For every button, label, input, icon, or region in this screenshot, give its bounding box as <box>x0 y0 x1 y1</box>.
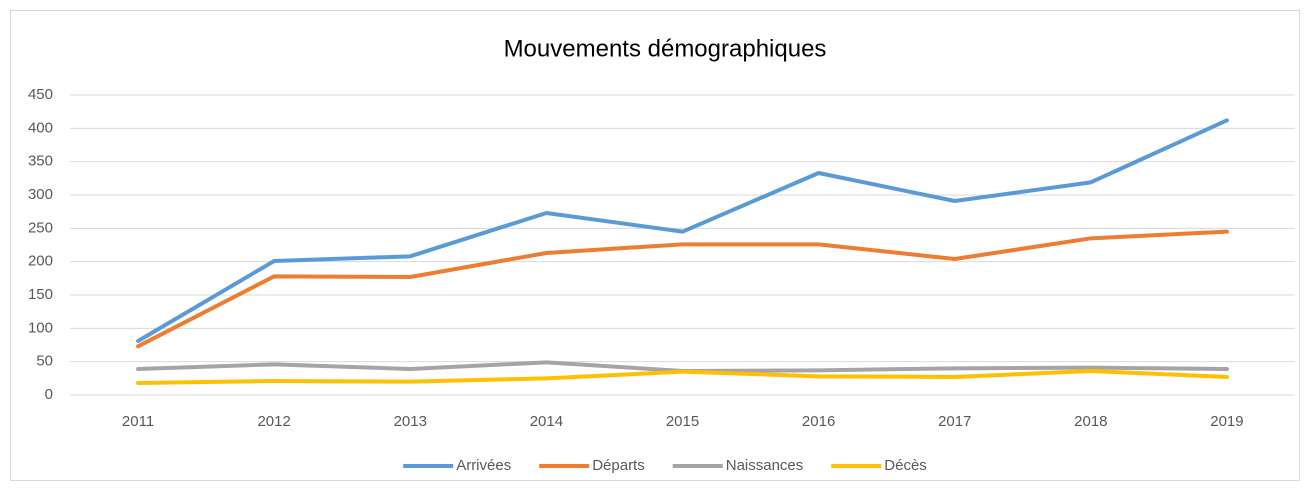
y-tick-label: 50 <box>36 353 53 370</box>
y-tick-label: 350 <box>28 153 53 170</box>
legend-label: Arrivées <box>456 457 511 474</box>
y-tick-label: 250 <box>28 219 53 236</box>
x-tick-label: 2019 <box>1210 413 1243 430</box>
y-tick-label: 450 <box>28 86 53 103</box>
series-line <box>136 229 1229 349</box>
x-tick-label: 2018 <box>1074 413 1107 430</box>
y-tick-label: 100 <box>28 319 53 336</box>
y-tick-label: 400 <box>28 119 53 136</box>
legend-label: Décès <box>884 457 927 474</box>
y-tick-label: 200 <box>28 253 53 270</box>
x-tick-label: 2014 <box>530 413 563 430</box>
x-tick-label: 2011 <box>122 413 154 430</box>
series-line <box>136 369 1229 385</box>
y-tick-label: 0 <box>45 386 53 403</box>
x-tick-label: 2013 <box>394 413 427 430</box>
series-line <box>136 118 1229 343</box>
legend-label: Naissances <box>726 457 804 474</box>
x-tick-label: 2015 <box>666 413 699 430</box>
chart-title: Mouvements démographiques <box>504 35 827 62</box>
y-tick-label: 150 <box>28 286 53 303</box>
y-tick-label: 300 <box>28 186 53 203</box>
x-tick-label: 2017 <box>938 413 971 430</box>
x-tick-label: 2012 <box>257 413 290 430</box>
legend-label: Départs <box>592 457 645 474</box>
x-tick-label: 2016 <box>802 413 835 430</box>
